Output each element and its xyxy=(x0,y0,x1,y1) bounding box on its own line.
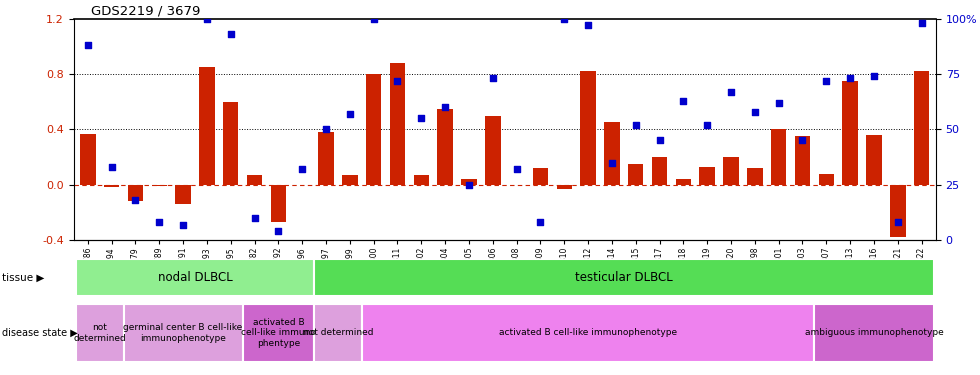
Point xyxy=(366,16,381,22)
Bar xyxy=(199,67,215,185)
Bar xyxy=(771,129,786,185)
Bar xyxy=(223,102,238,185)
Bar xyxy=(80,134,95,185)
Point xyxy=(80,42,96,48)
Text: activated B cell-like immunophenotype: activated B cell-like immunophenotype xyxy=(499,328,677,338)
Bar xyxy=(175,185,191,204)
Bar xyxy=(557,185,572,189)
Bar xyxy=(462,179,476,185)
Bar xyxy=(152,185,167,186)
Bar xyxy=(414,175,429,185)
Point xyxy=(604,160,619,166)
Point xyxy=(175,222,191,228)
Bar xyxy=(700,167,715,185)
Text: tissue ▶: tissue ▶ xyxy=(2,273,44,282)
Bar xyxy=(390,63,406,185)
Bar xyxy=(604,123,619,185)
Point xyxy=(390,78,406,84)
Point xyxy=(485,75,501,81)
Bar xyxy=(437,109,453,185)
Text: ambiguous immunophenotype: ambiguous immunophenotype xyxy=(805,328,944,338)
Bar xyxy=(914,71,929,185)
Point xyxy=(675,98,691,104)
Bar xyxy=(843,81,858,185)
Bar xyxy=(747,168,762,185)
Point xyxy=(294,166,310,172)
Bar xyxy=(485,116,501,185)
Bar xyxy=(652,157,667,185)
Text: not
determined: not determined xyxy=(74,323,126,342)
Point xyxy=(199,16,215,22)
Point xyxy=(557,16,572,22)
Bar xyxy=(270,185,286,222)
Bar xyxy=(580,71,596,185)
Point xyxy=(700,122,715,128)
Point xyxy=(532,219,548,225)
Point xyxy=(771,100,787,106)
Point xyxy=(104,164,120,170)
Point xyxy=(747,109,762,115)
Text: testicular DLBCL: testicular DLBCL xyxy=(575,271,672,284)
Point xyxy=(437,104,453,110)
Bar xyxy=(75,259,315,296)
Bar xyxy=(315,259,934,296)
Point xyxy=(247,215,263,221)
Point xyxy=(628,122,644,128)
Text: germinal center B cell-like
immunophenotype: germinal center B cell-like immunophenot… xyxy=(123,323,243,342)
Bar xyxy=(366,74,381,185)
Bar xyxy=(315,304,362,362)
Point xyxy=(462,182,477,188)
Bar xyxy=(104,185,120,188)
Point xyxy=(913,20,929,26)
Point xyxy=(342,111,358,117)
Point xyxy=(842,75,858,81)
Bar xyxy=(866,135,882,185)
Bar xyxy=(818,174,834,185)
Bar xyxy=(533,168,548,185)
Text: not determined: not determined xyxy=(303,328,373,338)
Point xyxy=(414,116,429,122)
Bar xyxy=(247,175,263,185)
Point xyxy=(723,89,739,95)
Bar xyxy=(342,175,358,185)
Bar xyxy=(123,304,243,362)
Bar xyxy=(795,136,810,185)
Bar xyxy=(318,132,334,185)
Point xyxy=(580,22,596,28)
Bar xyxy=(723,157,739,185)
Point xyxy=(890,219,906,225)
Point xyxy=(866,73,882,79)
Bar xyxy=(75,304,123,362)
Text: GDS2219 / 3679: GDS2219 / 3679 xyxy=(91,4,200,18)
Point xyxy=(795,138,810,144)
Bar xyxy=(628,164,644,185)
Point xyxy=(318,126,334,132)
Bar xyxy=(675,179,691,185)
Point xyxy=(270,228,286,234)
Point xyxy=(127,197,143,203)
Bar xyxy=(362,304,814,362)
Point xyxy=(509,166,524,172)
Text: activated B
cell-like immuno
phentype: activated B cell-like immuno phentype xyxy=(241,318,316,348)
Point xyxy=(652,138,667,144)
Bar xyxy=(890,185,906,237)
Point xyxy=(818,78,834,84)
Text: nodal DLBCL: nodal DLBCL xyxy=(158,271,232,284)
Bar xyxy=(243,304,315,362)
Bar xyxy=(127,185,143,201)
Bar xyxy=(814,304,934,362)
Text: disease state ▶: disease state ▶ xyxy=(2,328,77,338)
Point xyxy=(222,31,238,37)
Point xyxy=(152,219,168,225)
